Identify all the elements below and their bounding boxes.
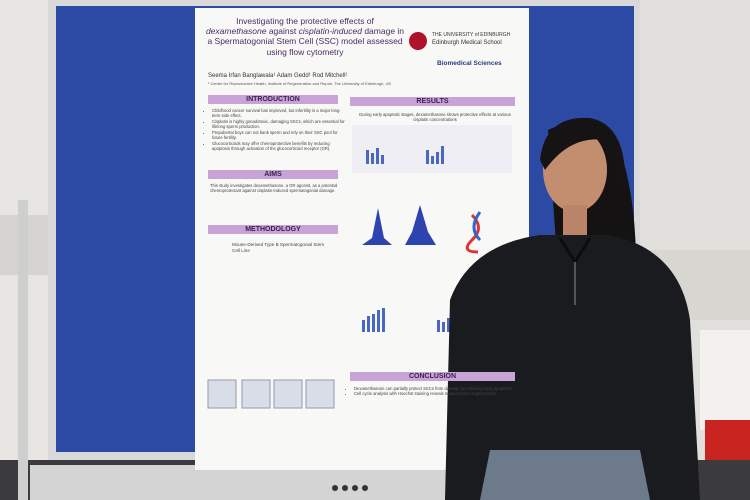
section-heading: INTRODUCTION <box>208 95 338 104</box>
bullet: Dexamethasone can partially protect SSCs… <box>354 386 520 391</box>
bullet: Childhood cancer survival has improved, … <box>212 108 346 119</box>
poster-title: Investigating the protective effects of … <box>205 16 405 57</box>
method-text: Mouse-Derived Type B Spermatogonial Stem… <box>232 242 325 253</box>
conclusion-list: Dexamethasone can partially protect SSCs… <box>352 386 520 397</box>
title-text: dexamethasone <box>205 26 267 37</box>
school: Edinburgh Medical School <box>432 40 502 46</box>
bullet: Cisplatin is highly gonadotoxic, damagin… <box>212 119 346 130</box>
title-text: cisplatin-induced <box>298 26 362 37</box>
results-text: During early apoptotic stages, dexametha… <box>359 112 511 123</box>
section-heading: AIMS <box>208 170 338 179</box>
title-text: damage in a Spermatogonial Stem Cell (SS… <box>207 26 405 57</box>
section-heading: METHODOLOGY <box>208 225 338 234</box>
affiliation: ¹ Centre for Reproductive Health, Instit… <box>208 81 392 86</box>
title-text: Investigating the protective effects of <box>236 16 374 26</box>
bullet: Glucocorticoids may offer chemoprotectiv… <box>212 141 346 152</box>
intro-list: Childhood cancer survival has improved, … <box>210 108 346 152</box>
section-heading: CONCLUSION <box>350 372 515 381</box>
section-heading: RESULTS <box>350 97 515 106</box>
authors: Seema Irfan Banglawala¹ Adam Gedd¹ Rod M… <box>208 73 348 79</box>
bullet: Prepubertal boys can not bank sperm and … <box>212 130 346 141</box>
aims-text: This study investigates dexamethasone, a… <box>210 183 338 194</box>
title-text: against <box>268 26 297 37</box>
department: Biomedical Sciences <box>437 60 502 67</box>
bullet: Cell cycle analysis with Hoechst stainin… <box>354 391 520 396</box>
institution: THE UNIVERSITY of EDINBURGH <box>432 32 511 38</box>
